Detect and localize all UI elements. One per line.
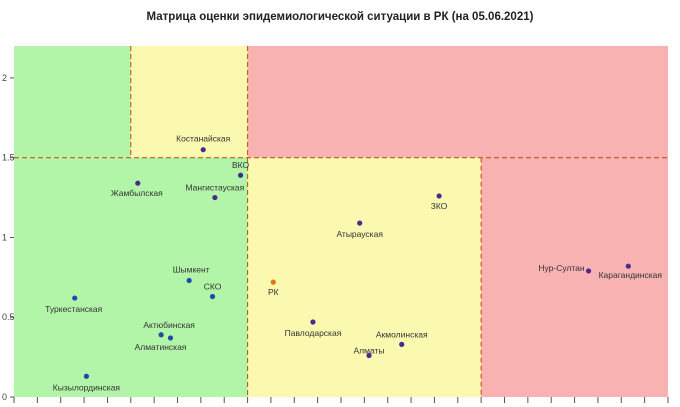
data-point — [237, 172, 244, 178]
data-label: Туркестанская — [45, 304, 102, 314]
zone-3 — [14, 157, 248, 397]
y-tick-label: 0.5 — [2, 312, 15, 322]
zone-0 — [14, 46, 131, 158]
zone-1 — [130, 46, 248, 158]
data-label: ЗКО — [431, 201, 448, 211]
data-point — [625, 263, 631, 269]
data-label: Павлодарская — [285, 328, 342, 338]
data-point — [72, 295, 78, 301]
data-point — [209, 293, 216, 300]
data-label: Алматинская — [135, 342, 187, 352]
data-label: Жамбылская — [111, 188, 163, 198]
y-tick-label: 1 — [2, 232, 7, 242]
data-point — [167, 335, 174, 341]
data-label: РК — [268, 287, 279, 297]
data-point — [399, 341, 405, 347]
data-point — [135, 180, 141, 186]
data-label: Алматы — [354, 346, 385, 356]
data-point — [158, 332, 164, 338]
data-point — [212, 194, 218, 201]
data-point — [186, 277, 192, 284]
data-label: Кызылординская — [53, 382, 121, 392]
zone-4 — [247, 157, 482, 397]
data-label: Костанайская — [176, 134, 231, 144]
chart-title: Матрица оценки эпидемиологической ситуац… — [146, 11, 534, 23]
data-label: Акмолинская — [376, 329, 428, 339]
data-point — [83, 373, 90, 379]
data-point — [357, 220, 363, 226]
data-point — [200, 147, 206, 153]
data-label: ВКО — [232, 160, 250, 170]
y-tick-label: 2 — [2, 73, 7, 83]
data-point — [270, 279, 276, 285]
data-point — [436, 193, 442, 199]
zone-2 — [247, 46, 669, 158]
data-label: Мангистауская — [185, 183, 244, 193]
y-tick-label: 1.5 — [2, 153, 15, 163]
zone-5 — [481, 157, 668, 397]
data-label: Карагандинская — [599, 270, 663, 280]
data-label: Нур-Султан — [538, 263, 585, 273]
data-point — [310, 319, 316, 325]
data-label: Актюбинская — [143, 320, 195, 330]
data-point — [585, 268, 592, 274]
y-tick-label: 0 — [2, 392, 7, 402]
data-label: Шымкент — [173, 265, 210, 275]
data-label: СКО — [204, 281, 222, 291]
data-point — [366, 352, 372, 359]
data-label: Атырауская — [336, 229, 383, 239]
